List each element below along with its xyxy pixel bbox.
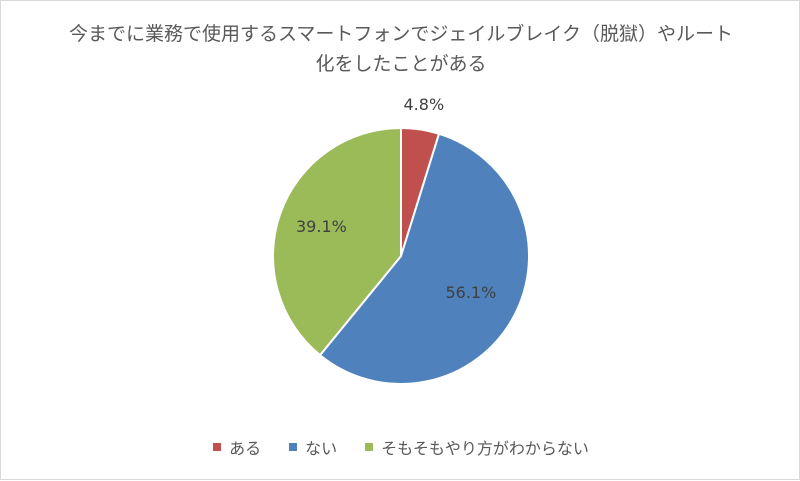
legend-swatch [365, 443, 374, 451]
legend-item-2: ない [289, 435, 337, 459]
legend-label: ある [229, 439, 262, 458]
legend-swatch [213, 443, 222, 451]
legend-label: ない [305, 439, 338, 458]
pie-slice-2 [318, 132, 530, 385]
legend-swatch [289, 443, 298, 451]
legend-item-3: そもそもやり方がわからない [365, 435, 589, 459]
legend-label: そもそもやり方がわからない [381, 439, 589, 458]
data-label-3: 39.1% [296, 217, 347, 236]
legend: ある ない そもそもやり方がわからない [1, 435, 800, 459]
data-label-2: 56.1% [445, 283, 496, 302]
chart-title: 今までに業務で使用するスマートフォンでジェイルブレイク（脱獄）やルート化をしたこ… [68, 23, 734, 75]
data-label-1: 4.8% [404, 95, 445, 114]
legend-item-1: ある [213, 435, 261, 459]
pie-slice-3 [272, 126, 402, 357]
